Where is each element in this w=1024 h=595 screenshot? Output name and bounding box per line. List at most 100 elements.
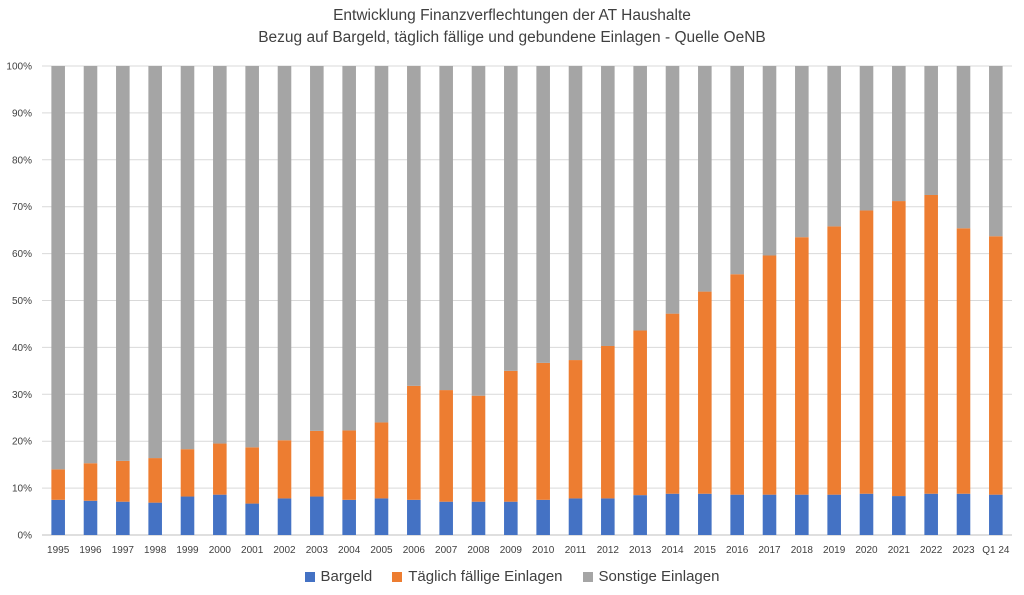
bar-segment [568,66,583,361]
x-tick-label: 2011 [565,545,587,556]
bar-segment [439,66,453,391]
bar-segment [51,499,65,535]
bar-segment [245,66,259,448]
bar-segment [310,66,324,431]
x-tick-label: 2018 [791,545,814,556]
bars [51,66,1003,535]
x-tick-label: Q1 24 [982,545,1010,556]
x-tick-label: 2014 [661,545,684,556]
bar-segment [633,495,647,535]
bar-segment [568,360,583,499]
bar-segment [213,494,227,535]
x-tick-label: 1996 [79,545,102,556]
bar-segment [374,66,389,423]
bar-segment [407,66,421,386]
bar-segment [633,330,647,496]
y-tick-label: 90% [12,108,32,119]
bar-segment [471,395,486,502]
bar-segment [601,345,615,499]
bar-segment [342,499,356,535]
bar-segment [83,66,98,464]
bar-segment [116,66,130,461]
bar-segment [795,66,809,238]
bar-segment [698,66,712,292]
x-tick-label: 2013 [629,545,652,556]
bar-segment [730,66,744,275]
bar-segment [956,228,971,494]
x-tick-label: 2002 [273,545,296,556]
bar-segment [956,493,971,535]
bar-segment [148,502,162,535]
bar-segment [536,499,550,535]
bar-segment [924,194,938,494]
bar-segment [859,210,874,494]
bar-segment [989,236,1003,495]
y-tick-label: 80% [12,155,32,166]
bar-segment [892,201,906,497]
bar-segment [795,237,809,495]
bar-segment [471,66,486,396]
bar-segment [116,501,130,535]
bar-segment [471,501,486,535]
x-tick-label: 2003 [306,545,329,556]
bar-segment [245,447,259,504]
bar-segment [665,493,680,535]
x-tick-label: 2021 [888,545,911,556]
bar-segment [374,498,389,535]
bar-segment [730,494,744,535]
bar-segment [310,430,324,497]
x-tick-label: 2005 [370,545,393,556]
bar-segment [51,469,65,500]
legend-label-bargeld: Bargeld [320,568,373,585]
y-tick-label: 100% [6,62,32,73]
bar-segment [277,440,292,499]
bar-segment [342,66,356,431]
y-tick-label: 40% [12,343,32,354]
bar-segment [892,66,906,202]
bar-segment [83,500,98,535]
bar-segment [83,463,98,501]
bar-segment [665,313,680,494]
bar-segment [859,66,874,211]
bar-segment [342,430,356,500]
bar-segment [374,422,389,499]
bar-segment [698,291,712,494]
bar-segment [213,66,227,444]
bar-segment [504,370,518,502]
x-tick-label: 2020 [855,545,878,556]
bar-segment [698,493,712,535]
y-axis-ticks: 0% 10% 20% 30% 40% 50% 60% 70% 80% 90% 100% [6,62,32,542]
x-tick-label: 2019 [823,545,846,556]
bar-segment [148,458,162,503]
bar-segment [407,499,421,535]
bar-segment [277,498,292,535]
bar-segment [504,66,518,371]
bar-segment [827,66,841,227]
x-tick-label: 1999 [176,545,199,556]
x-tick-label: 2000 [209,545,232,556]
x-tick-label: 2008 [467,545,490,556]
bar-segment [730,274,744,495]
legend-label-sonstige: Sonstige Einlagen [598,568,720,585]
bar-segment [407,385,421,500]
y-tick-label: 60% [12,249,32,260]
bar-segment [827,226,841,495]
bar-segment [827,494,841,535]
legend-swatch-sonstige [582,571,593,582]
x-tick-label: 1995 [47,545,70,556]
bar-segment [180,66,195,450]
bar-segment [180,496,195,535]
bar-segment [439,390,453,502]
bar-segment [762,255,777,495]
bar-segment [892,496,906,535]
bar-segment [180,449,195,497]
bar-segment [568,498,583,535]
bar-segment [601,66,615,346]
y-tick-label: 70% [12,202,32,213]
x-tick-label: 2015 [694,545,717,556]
bar-segment [956,66,971,229]
legend-label-taeglich: Täglich fällige Einlagen [408,568,563,585]
bar-segment [859,493,874,535]
x-tick-label: 2010 [532,545,555,556]
